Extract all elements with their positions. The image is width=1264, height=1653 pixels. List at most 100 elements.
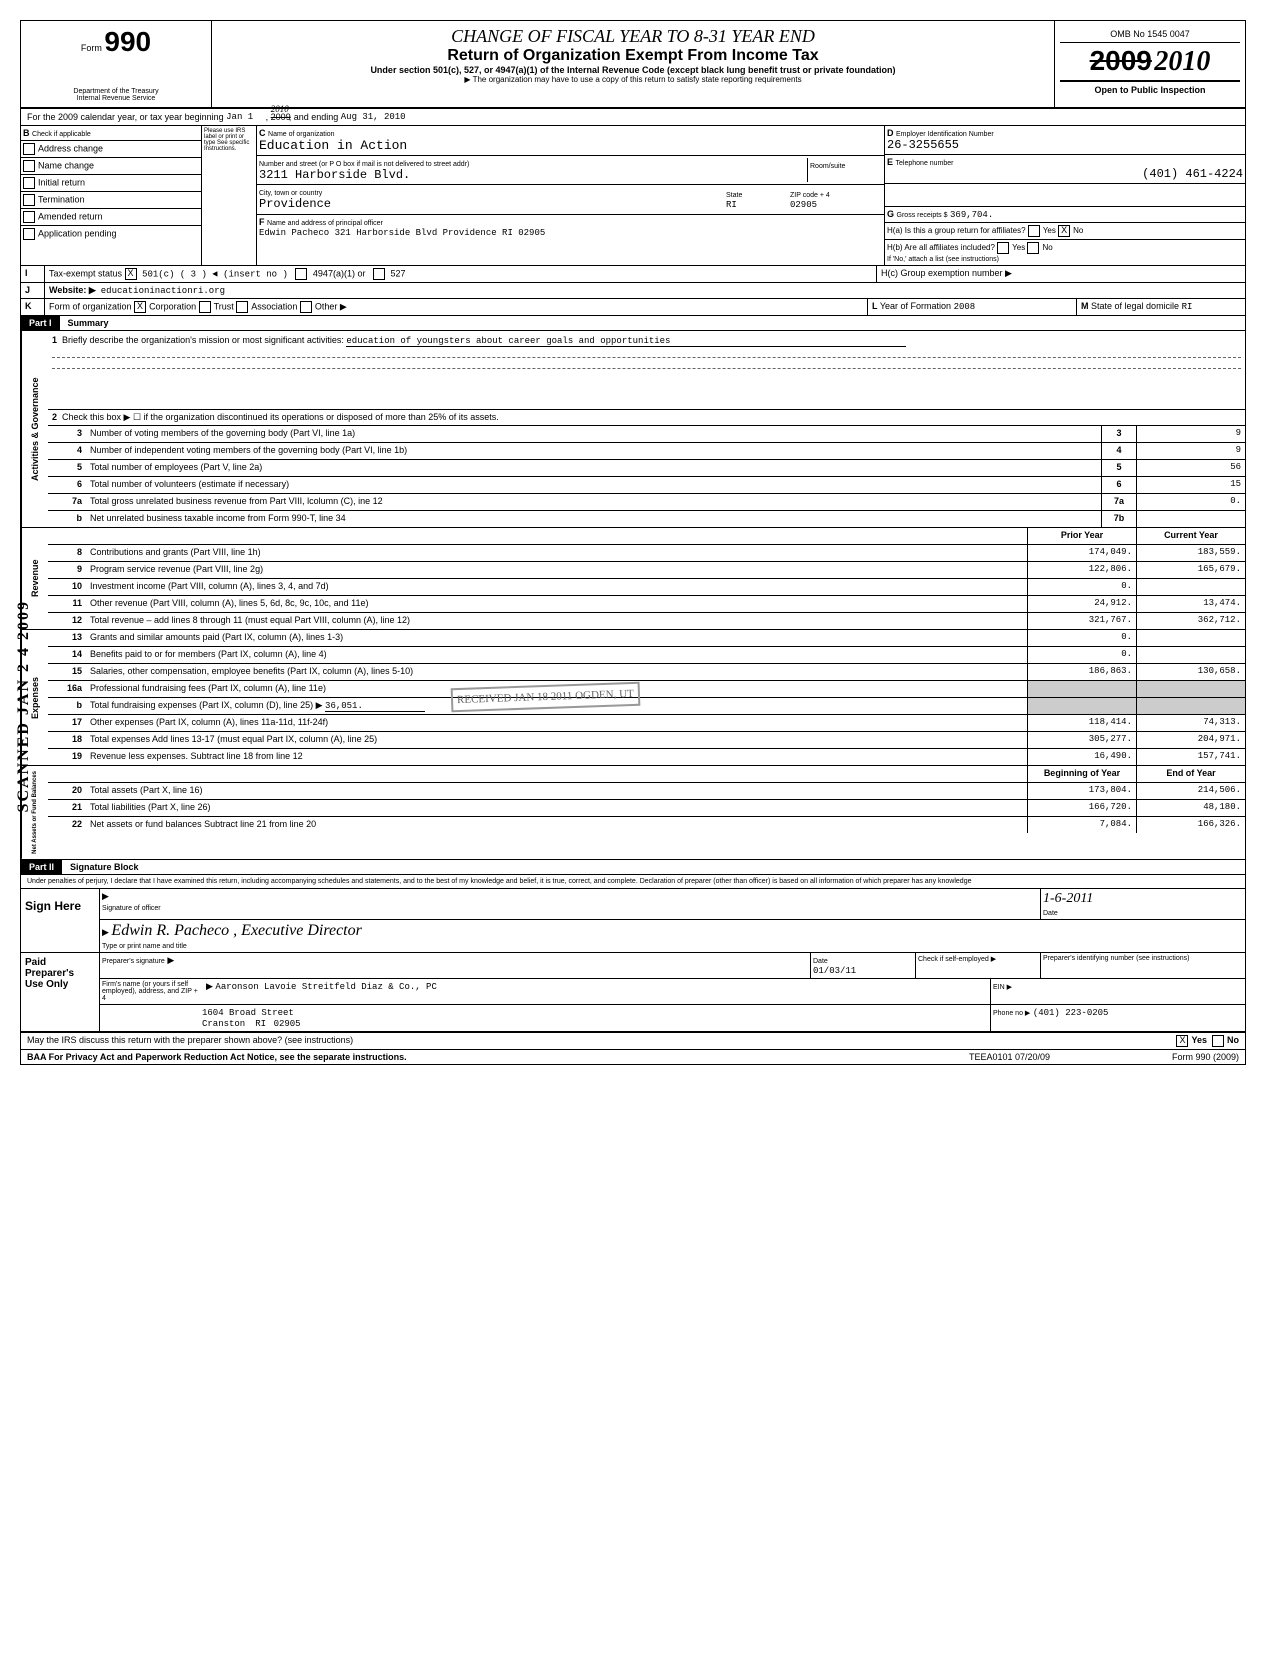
line-22-end: 166,326.: [1136, 817, 1245, 833]
line-l-label: L: [872, 301, 878, 311]
mission-row: 1 Briefly describe the organization's mi…: [48, 331, 1245, 410]
ein: 26-3255655: [887, 138, 959, 152]
ha-yes: Yes: [1043, 226, 1056, 235]
line-k-row: K Form of organization XCorporation Trus…: [21, 299, 1245, 316]
trust-checkbox[interactable]: [199, 301, 211, 313]
pin-label: Preparer's identifying number (see instr…: [1040, 953, 1245, 978]
paid-preparer-label: Paid Preparer's Use Only: [21, 953, 99, 1031]
sign-here-row: Sign Here ▶Signature of officer 1-6-2011…: [21, 889, 1245, 953]
ha-no-checkbox[interactable]: X: [1058, 225, 1070, 237]
line-19-prior: 16,490.: [1027, 749, 1136, 765]
firm-name-label: Firm's name (or yours if self employed),…: [100, 979, 204, 1004]
sign-here-label: Sign Here: [21, 889, 99, 952]
line-5-desc: Total number of employees (Part V, line …: [86, 460, 1101, 476]
line-22-beg: 7,084.: [1027, 817, 1136, 833]
notice: ▶ The organization may have to use a cop…: [217, 75, 1049, 84]
block-g-label: G: [887, 209, 894, 219]
form-header: Form 990 Department of the Treasury Inte…: [21, 21, 1245, 109]
termination-checkbox[interactable]: [23, 194, 35, 206]
line-9-prior: 122,806.: [1027, 562, 1136, 578]
corp-label: Corporation: [149, 301, 196, 311]
firm-state: RI: [255, 1019, 266, 1029]
revenue-section: Revenue Prior YearCurrent Year 8Contribu…: [21, 528, 1245, 630]
governance-section: Activities & Governance 1 Briefly descri…: [21, 331, 1245, 528]
line-6-box: 6: [1101, 477, 1136, 493]
phone-label: Telephone number: [896, 160, 954, 167]
line-5-val: 56: [1136, 460, 1245, 476]
line-k-label: K: [25, 301, 32, 311]
open-inspection: Open to Public Inspection: [1060, 81, 1240, 98]
subtitle: Under section 501(c), 527, or 4947(a)(1)…: [217, 65, 1049, 75]
form-footer: Form 990 (2009): [1119, 1052, 1239, 1062]
firm-name: Aaronson Lavoie Streitfeld Diaz & Co., P…: [215, 982, 436, 992]
line-4-val: 9: [1136, 443, 1245, 459]
check-if-applicable: Check if applicable: [32, 131, 91, 138]
line-j-label: J: [25, 285, 30, 295]
line-18-desc: Total expenses Add lines 13-17 (must equ…: [86, 732, 1027, 748]
ha-yes-checkbox[interactable]: [1028, 225, 1040, 237]
initial-return-checkbox[interactable]: [23, 177, 35, 189]
discuss-yes-checkbox[interactable]: X: [1176, 1035, 1188, 1047]
corp-checkbox[interactable]: X: [134, 301, 146, 313]
4947-checkbox[interactable]: [295, 268, 307, 280]
line-16a-curr: [1136, 681, 1245, 697]
zip: 02905: [790, 200, 817, 210]
line-21-desc: Total liabilities (Part X, line 26): [86, 800, 1027, 816]
ein-label: Employer Identification Number: [896, 131, 994, 138]
527-checkbox[interactable]: [373, 268, 385, 280]
right-block: D Employer Identification Number 26-3255…: [884, 126, 1245, 265]
year-handwritten: 2010: [1154, 46, 1210, 77]
beginning-year-header: Beginning of Year: [1027, 766, 1136, 782]
omb-box: OMB No 1545 0047 2009 2010 Open to Publi…: [1054, 21, 1245, 107]
mission-label: Briefly describe the organization's miss…: [62, 335, 344, 345]
line-j-row: J Website: ▶ educationinactionri.org: [21, 283, 1245, 299]
hb-yes: Yes: [1012, 243, 1025, 252]
name-change-checkbox[interactable]: [23, 160, 35, 172]
formation-label: Year of Formation: [880, 301, 951, 311]
application-pending-checkbox[interactable]: [23, 228, 35, 240]
block-c: C Name of organization Education in Acti…: [257, 126, 884, 265]
firm-addr: 1604 Broad Street: [202, 1008, 294, 1018]
hb-yes-checkbox[interactable]: [997, 242, 1009, 254]
line-8-desc: Contributions and grants (Part VIII, lin…: [86, 545, 1027, 561]
line-15-curr: 130,658.: [1136, 664, 1245, 680]
block-f-label: F: [259, 217, 265, 227]
domicile-state: RI: [1182, 302, 1193, 312]
other-checkbox[interactable]: [300, 301, 312, 313]
sig-officer-label: Signature of officer: [102, 905, 161, 912]
discuss-row: May the IRS discuss this return with the…: [21, 1033, 1245, 1050]
end-year-header: End of Year: [1136, 766, 1245, 782]
block-d-label: D: [887, 128, 894, 138]
begin-year-hand: 2010: [271, 104, 289, 114]
line-16b-curr: [1136, 698, 1245, 714]
block-b: B Check if applicable Address change Nam…: [21, 126, 202, 265]
line-19-curr: 157,741.: [1136, 749, 1245, 765]
line-i-label: I: [25, 268, 28, 278]
4947-text: 4947(a)(1) or: [313, 268, 366, 278]
amended-return-checkbox[interactable]: [23, 211, 35, 223]
footer-row: BAA For Privacy Act and Paperwork Reduct…: [21, 1050, 1245, 1064]
firm-phone-label: Phone no ▶: [993, 1010, 1030, 1017]
501c-checkbox[interactable]: X: [125, 268, 137, 280]
mission-text: education of youngsters about career goa…: [346, 336, 906, 347]
line-9-curr: 165,679.: [1136, 562, 1245, 578]
line-11-desc: Other revenue (Part VIII, column (A), li…: [86, 596, 1027, 612]
501c-text: 501(c) ( 3 ) ◄ (insert no ): [142, 269, 288, 279]
hb-no-checkbox[interactable]: [1027, 242, 1039, 254]
website-label: Website: ▶: [49, 285, 96, 295]
assoc-checkbox[interactable]: [236, 301, 248, 313]
street-address: 3211 Harborside Blvd.: [259, 168, 410, 182]
address-change-checkbox[interactable]: [23, 143, 35, 155]
line-5-box: 5: [1101, 460, 1136, 476]
end-month: Aug 31: [341, 112, 373, 122]
line-7a-val: 0.: [1136, 494, 1245, 510]
website-value: educationinactionri.org: [101, 286, 225, 296]
line-20-end: 214,506.: [1136, 783, 1245, 799]
main-title: Return of Organization Exempt From Incom…: [217, 47, 1049, 65]
hb-label: H(b) Are all affiliates included?: [887, 243, 995, 252]
tax-year-row: For the 2009 calendar year, or tax year …: [21, 109, 1245, 126]
firm-ein-label: EIN ▶: [993, 984, 1012, 991]
firm-phone: (401) 223-0205: [1033, 1008, 1109, 1018]
discuss-no-checkbox[interactable]: [1212, 1035, 1224, 1047]
line-16a-prior: [1027, 681, 1136, 697]
